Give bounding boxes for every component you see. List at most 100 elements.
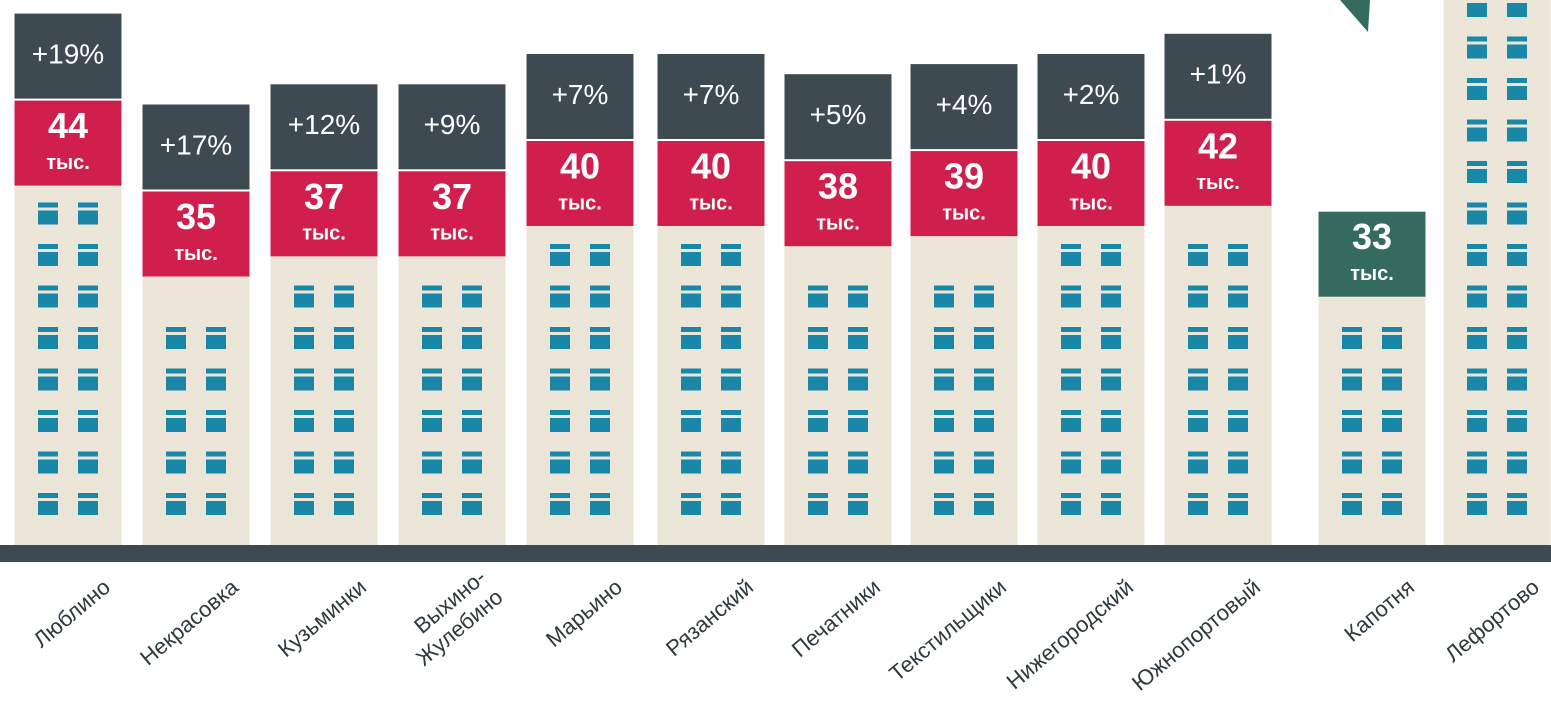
window [78, 369, 98, 391]
window [590, 493, 610, 515]
window [721, 452, 741, 474]
window [681, 410, 701, 432]
window-sill [590, 457, 610, 460]
window [206, 493, 226, 515]
window-sill [848, 374, 868, 377]
window-sill [1382, 498, 1402, 501]
value-label: 33 [1352, 216, 1392, 257]
window [590, 244, 610, 266]
window [1228, 244, 1248, 266]
window [934, 369, 954, 391]
window-sill [1467, 374, 1487, 377]
value-label: 39 [944, 156, 984, 197]
window [934, 493, 954, 515]
window [1467, 493, 1487, 515]
window-sill [334, 291, 354, 294]
window [78, 410, 98, 432]
window [38, 493, 58, 515]
window-sill [294, 415, 314, 418]
window-sill [38, 374, 58, 377]
window [721, 369, 741, 391]
window [422, 410, 442, 432]
window-sill [206, 374, 226, 377]
window [166, 369, 186, 391]
window [462, 369, 482, 391]
window [1467, 452, 1487, 474]
window-sill [1342, 498, 1362, 501]
window-sill [721, 249, 741, 252]
window [721, 327, 741, 349]
window [166, 410, 186, 432]
window-sill [1507, 374, 1527, 377]
x-tick-label: Выхино-Жулебино [394, 564, 507, 670]
window [462, 410, 482, 432]
window [590, 369, 610, 391]
window-sill [1061, 498, 1081, 501]
x-tick-label: Люблино [28, 574, 115, 652]
window [721, 244, 741, 266]
window-sill [38, 332, 58, 335]
window-sill [294, 457, 314, 460]
window [934, 327, 954, 349]
window [721, 286, 741, 308]
window [1467, 327, 1487, 349]
window [1382, 493, 1402, 515]
window [1507, 410, 1527, 432]
x-tick-label: Нижегородский [1002, 574, 1138, 694]
window [78, 327, 98, 349]
window [462, 452, 482, 474]
window [294, 369, 314, 391]
window [590, 327, 610, 349]
change-label: +17% [160, 129, 232, 160]
window-sill [681, 332, 701, 335]
window [1507, 327, 1527, 349]
window [1228, 369, 1248, 391]
window-sill [681, 457, 701, 460]
window-sill [166, 457, 186, 460]
window [550, 452, 570, 474]
window [206, 369, 226, 391]
value-unit: тыс. [1069, 192, 1113, 214]
window-sill [848, 291, 868, 294]
window [1467, 410, 1487, 432]
window-sill [166, 498, 186, 501]
window [38, 410, 58, 432]
window [1467, 120, 1487, 142]
window-sill [1188, 498, 1208, 501]
window [1061, 327, 1081, 349]
value-label: 40 [560, 146, 600, 187]
window-sill [78, 249, 98, 252]
window [1061, 286, 1081, 308]
window [1507, 369, 1527, 391]
value-label: 42 [1198, 125, 1238, 166]
window [1188, 410, 1208, 432]
value-unit: тыс. [1350, 263, 1394, 285]
window-sill [1467, 166, 1487, 169]
window-sill [721, 332, 741, 335]
window-sill [721, 457, 741, 460]
window [462, 286, 482, 308]
window-sill [1507, 208, 1527, 211]
window [78, 244, 98, 266]
window-sill [1188, 415, 1208, 418]
window-sill [1061, 457, 1081, 460]
window-sill [1467, 0, 1487, 3]
window-sill [1101, 249, 1121, 252]
window-sill [808, 291, 828, 294]
window [206, 452, 226, 474]
window-sill [38, 498, 58, 501]
window-sill [681, 249, 701, 252]
window-sill [974, 332, 994, 335]
window [422, 452, 442, 474]
window-sill [590, 374, 610, 377]
window-sill [1342, 332, 1362, 335]
window-sill [1467, 332, 1487, 335]
window-sill [1507, 83, 1527, 86]
window [1061, 410, 1081, 432]
window-sill [1228, 249, 1248, 252]
window [808, 493, 828, 515]
window-sill [1507, 498, 1527, 501]
window [974, 327, 994, 349]
window [78, 452, 98, 474]
window [550, 493, 570, 515]
